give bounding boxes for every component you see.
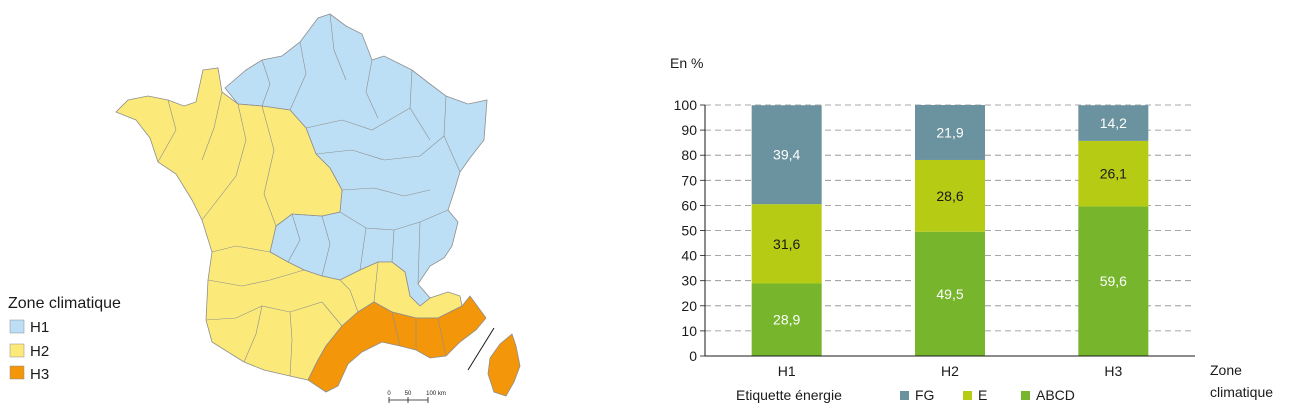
chart-x-axis-title-line1: Zone: [1210, 362, 1242, 378]
y-tick-label-90: 90: [681, 122, 697, 138]
legend-label-fg: FG: [915, 387, 934, 403]
bar-h1-abcd: [751, 283, 822, 356]
y-tick-label-20: 20: [681, 298, 697, 314]
data-label-h3-e: 26,1: [1100, 166, 1127, 182]
chart-unit-label: En %: [670, 55, 703, 71]
map-scale-bar: 0 50 100 km: [387, 391, 446, 403]
data-label-h3-abcd: 59,6: [1100, 273, 1127, 289]
bar-h2-fg: [915, 105, 985, 160]
map-legend-label-h1: H1: [30, 319, 49, 336]
bar-h1-fg: [751, 105, 822, 205]
chart-bars: 28,9 31,6 39,4 49,5 28,6 21,9 59,6 26,1 14,2: [751, 105, 1149, 356]
map-legend-title: Zone climatique: [8, 295, 121, 312]
legend-label-e: E: [978, 387, 987, 403]
chart-y-axis: 0 10 20 30 40 50 60 70 80 90 100: [674, 97, 705, 364]
map-scale-label-50: 50: [405, 391, 412, 397]
bar-h3-fg: [1078, 105, 1149, 141]
chart-x-axis-title-line2: climatique: [1210, 384, 1273, 400]
y-tick-label-70: 70: [681, 172, 697, 188]
y-tick-label-40: 40: [681, 248, 697, 264]
map-scale-label-0: 0: [387, 391, 391, 397]
y-tick-label-60: 60: [681, 197, 697, 213]
data-label-h3-fg: 14,2: [1100, 115, 1127, 131]
france-climate-zone-map: 0 50 100 km: [115, 13, 521, 403]
y-tick-label-80: 80: [681, 147, 697, 163]
data-label-h1-abcd: 28,9: [773, 312, 800, 328]
stacked-bar-chart: En % 0 10 20 30 40 50 60 70 80 90 100 28,9 31,6 39,4…: [670, 55, 1273, 403]
map-department-borders: [157, 13, 461, 377]
map-legend-swatch-h1: [9, 319, 25, 334]
map-legend-label-h3: H3: [30, 366, 49, 383]
map-legend: Zone climatique H1 H2 H3: [8, 295, 121, 383]
y-tick-label-0: 0: [689, 348, 697, 364]
x-tick-label-h1: H1: [778, 363, 796, 379]
data-label-h2-fg: 21,9: [936, 124, 963, 140]
data-label-h2-abcd: 49,5: [936, 286, 963, 302]
x-tick-label-h2: H2: [941, 363, 959, 379]
map-legend-swatch-h2: [9, 343, 25, 358]
y-tick-label-10: 10: [681, 323, 697, 339]
chart-legend-title: Etiquette énergie: [736, 387, 842, 403]
legend-swatch-e: [963, 391, 972, 400]
y-tick-label-30: 30: [681, 273, 697, 289]
bar-h3-e: [1078, 140, 1149, 207]
bar-h3-abcd: [1078, 206, 1149, 356]
map-scale-label-100: 100 km: [426, 391, 446, 397]
map-legend-label-h2: H2: [30, 343, 49, 360]
bar-h2-abcd: [915, 231, 985, 356]
chart-x-axis: H1 H2 H3: [704, 105, 1195, 379]
legend-label-abcd: ABCD: [1036, 387, 1075, 403]
map-corsica-separator: [467, 327, 495, 371]
data-label-h1-e: 31,6: [773, 236, 800, 252]
bar-h2-e: [915, 159, 985, 232]
legend-swatch-abcd: [1021, 391, 1030, 400]
bar-h1-e: [751, 204, 822, 284]
map-legend-swatch-h3: [9, 365, 25, 380]
map-corsica: [487, 333, 521, 397]
data-label-h2-e: 28,6: [936, 188, 963, 204]
chart-legend: Etiquette énergie FG E ABCD: [736, 387, 1075, 403]
y-tick-label-50: 50: [681, 223, 697, 239]
legend-swatch-fg: [900, 391, 909, 400]
y-tick-label-100: 100: [674, 97, 698, 113]
x-tick-label-h3: H3: [1104, 363, 1122, 379]
data-label-h1-fg: 39,4: [773, 147, 800, 163]
